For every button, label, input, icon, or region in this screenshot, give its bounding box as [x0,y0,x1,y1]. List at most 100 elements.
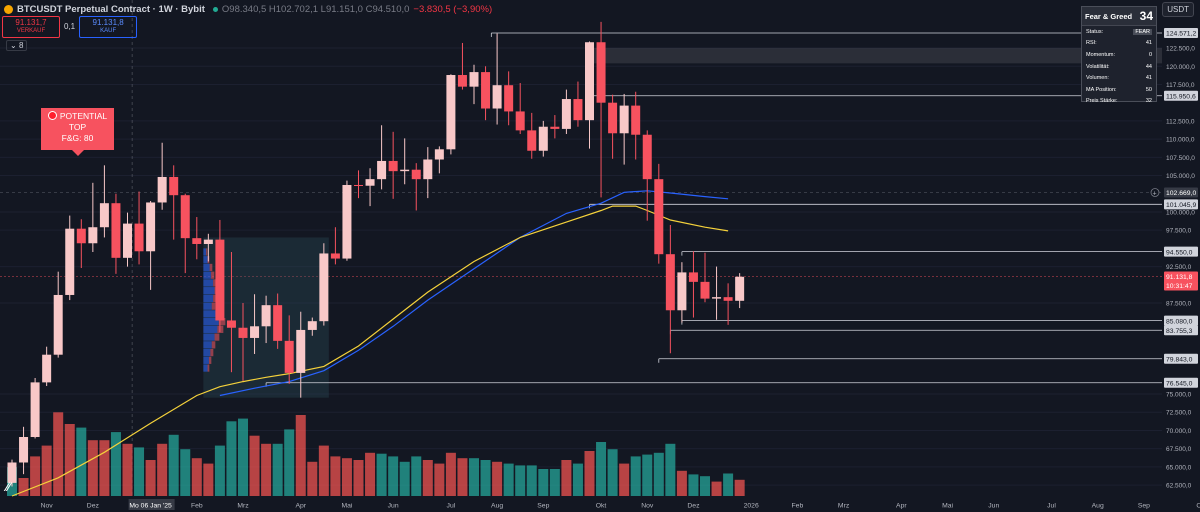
fg-row-momentum: Momentum: 0 [1082,49,1156,61]
candle-body [319,253,329,322]
volume-bar [272,443,283,496]
volume-profile-bar [203,318,219,326]
currency-selector[interactable]: USDT [1162,2,1194,17]
volume-profile-bar [203,287,215,295]
volume-bar [469,458,479,496]
candle-body [19,437,29,463]
price-label-box [1164,271,1198,282]
price-tick-label: 97.500,0 [1166,228,1192,235]
volume-profile-bar [203,310,216,318]
volume-bar [110,432,121,496]
candle-body [203,239,213,244]
price-tick-label: 62.500,0 [1166,483,1192,490]
time-tick-label: Nov [641,503,654,510]
time-tick-label: Jul [447,503,456,510]
volume-bar [515,465,526,496]
volume-bar [76,427,87,496]
change-value: −3.830,5 (−3,90%) [413,4,493,15]
candle-body [30,382,40,438]
price-tick-label: 110.000,0 [1166,137,1195,144]
volume-bar [168,434,179,496]
candle-body [585,42,594,121]
fg-row-ma-position: MA Position: 50 [1082,84,1156,96]
volume-bar [422,460,433,496]
volume-profile-bar [203,248,207,256]
volume-profile-bar [211,341,216,349]
sell-button[interactable]: 91.131,7 VERKAUF [2,16,60,38]
volume-bar [53,412,64,496]
volume-bar [353,460,364,496]
candle-body [469,72,479,87]
volume-bar [653,452,664,496]
price-tick-label: 67.500,0 [1166,446,1192,453]
price-tick-label: 112.500,0 [1166,118,1195,125]
candle-body [377,160,387,180]
volume-profile-bar [203,271,212,279]
indicators-toggle[interactable]: ⌄ 8 [6,40,28,51]
time-tick-label: Apr [896,503,907,510]
candle-body [146,202,156,252]
volume-bar [18,478,29,496]
ma-yellow-line [11,205,729,497]
buy-button[interactable]: 91.131,8 KAUF [79,16,138,38]
volume-profile-bar [213,294,218,303]
chevron-down-icon: ⌄ [10,41,17,50]
callout-line: POTENTIAL [59,111,108,121]
potential-top-callout[interactable]: POTENTIAL TOP F&G: 80 [41,108,114,156]
price-label-box [1164,199,1198,210]
candle-body [642,134,652,180]
candles [7,21,745,487]
volume-profile-bar [211,271,215,279]
candle-body [550,126,560,129]
time-tick-label: Mai [942,503,953,510]
candle-body [261,305,271,327]
volume-bar [226,421,237,496]
time-tick-label: Sep [537,503,549,510]
time-tick-label: Dez [687,503,700,510]
volume-bar [734,479,745,496]
volume-profile-bar [214,333,220,341]
volume-profile-bar [203,279,214,287]
horizontal-levels [265,32,1162,387]
candle-body [134,223,144,252]
time-tick-label: Jun [988,503,999,510]
volume-bar [64,424,75,496]
chart-header: BTCUSDT Perpetual Contract · 1W · Bybit … [4,4,492,15]
volume-bar [434,463,445,496]
symbol-title[interactable]: BTCUSDT Perpetual Contract · 1W · Bybit [17,4,205,15]
volume-bar [365,452,376,496]
volume-bar [307,461,318,496]
fg-row-rsi: RSI: 41 [1082,38,1156,50]
candle-body [76,228,86,244]
price-tick-label: 70.000,0 [1166,428,1192,435]
candle-body [273,305,283,341]
candle-body [192,238,202,244]
red-circle-icon [47,111,57,120]
fg-value: 41 [1145,75,1152,82]
spread-value: 0,1 [64,22,76,31]
candle-body [65,228,75,295]
volume-bar [318,445,329,496]
volume-bar [607,449,618,496]
candle-body [573,99,583,121]
fg-label: MA Position: [1086,86,1117,93]
candle-body [53,294,63,355]
candle-body [226,320,236,328]
fg-value: 32 [1145,98,1152,105]
candle-body [250,326,260,338]
sell-price: 91.131,7 [15,18,47,27]
candle-body [457,75,467,87]
time-axis-bg [0,497,1200,512]
volume-profile-bar [203,364,208,372]
volume-bar [87,440,98,496]
volume-bar [261,443,272,496]
volume-bar [492,461,503,496]
volume-bar [688,474,699,496]
volume-bar [480,460,491,496]
time-tick-label: Nov [41,503,54,510]
volume-bar [295,415,306,496]
time-tick-label: Dez [87,503,100,510]
volume-profile-bar [213,279,218,287]
tradingview-logo-icon[interactable]: ⁄⁄ [6,480,11,494]
